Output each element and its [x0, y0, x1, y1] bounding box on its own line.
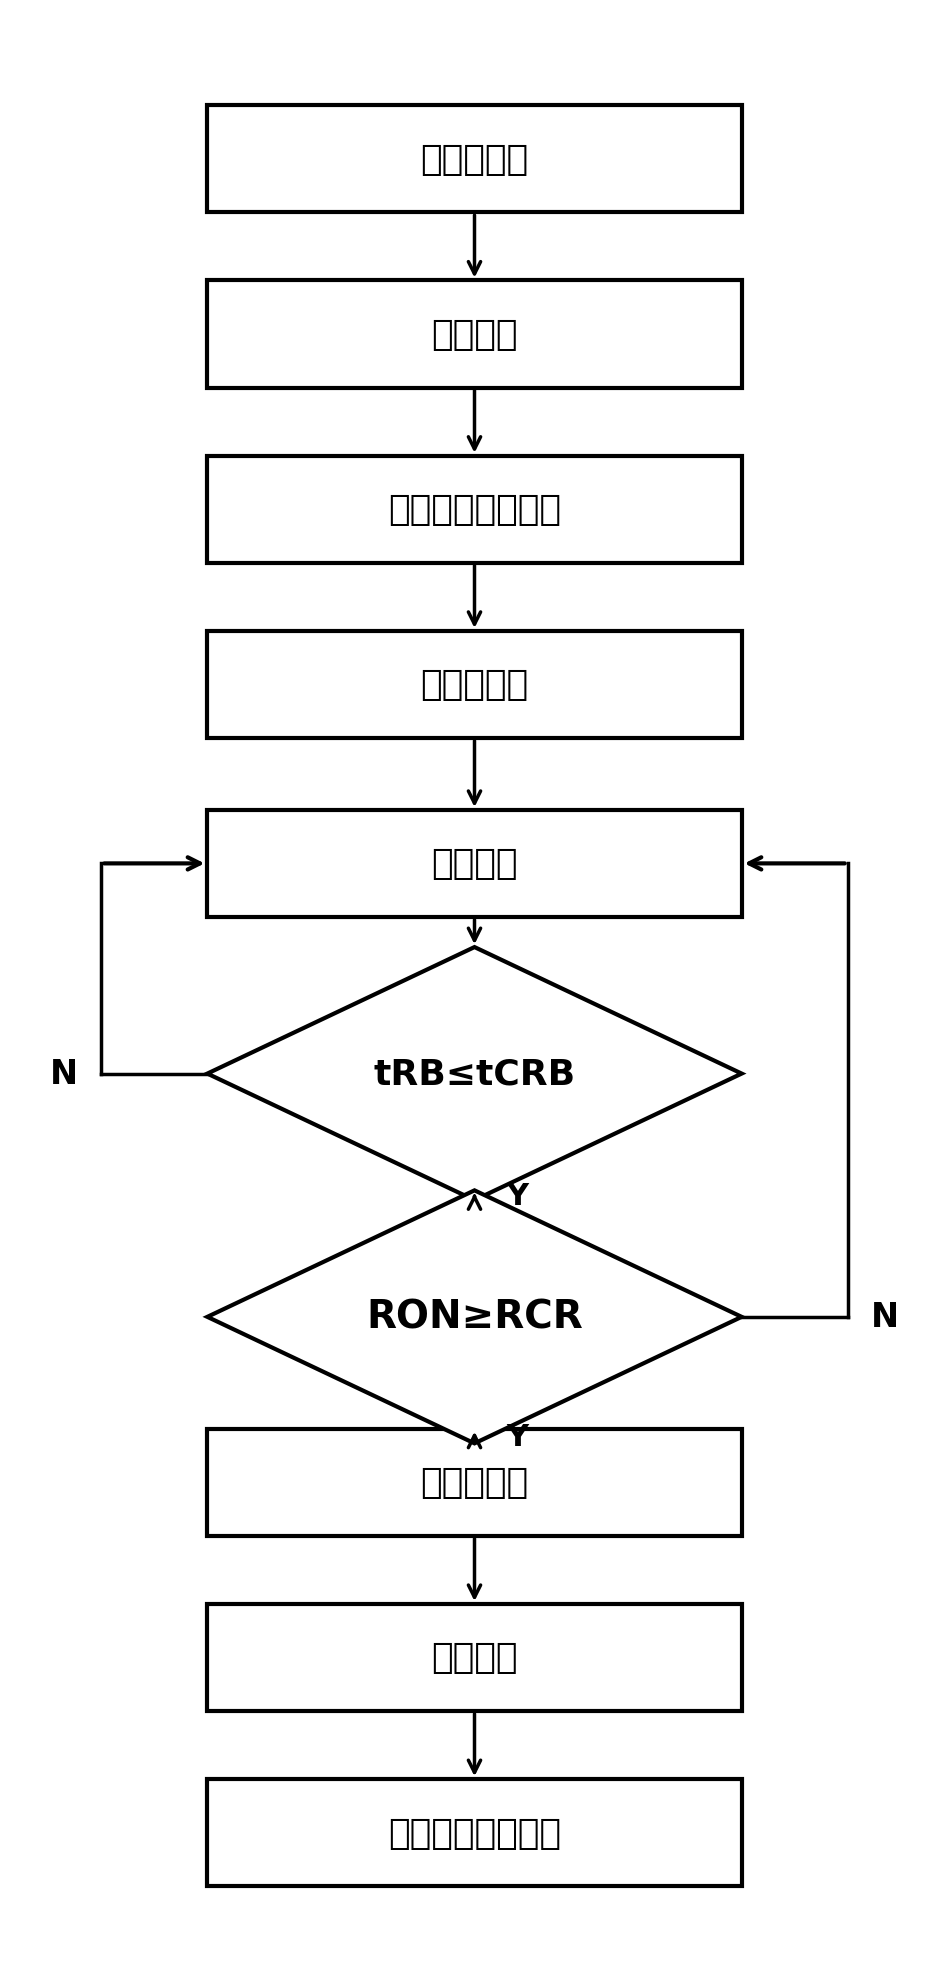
- Text: tRB≤tCRB: tRB≤tCRB: [374, 1058, 575, 1091]
- FancyBboxPatch shape: [207, 1604, 742, 1711]
- Text: 台面刻蚀: 台面刻蚀: [431, 318, 518, 351]
- Text: 源漏电极欧姆接触: 源漏电极欧姆接触: [388, 493, 561, 527]
- FancyBboxPatch shape: [207, 456, 742, 564]
- Text: 源漏电极金属互联: 源漏电极金属互联: [388, 1815, 561, 1849]
- Text: N: N: [50, 1058, 79, 1091]
- Polygon shape: [207, 1192, 742, 1444]
- Text: 凹槽刻蚀: 凹槽刻蚀: [431, 846, 518, 880]
- Text: Y: Y: [507, 1423, 529, 1450]
- Text: 栅极制作: 栅极制作: [431, 1642, 518, 1675]
- FancyBboxPatch shape: [207, 811, 742, 917]
- Text: N: N: [870, 1300, 899, 1334]
- FancyBboxPatch shape: [207, 631, 742, 738]
- Polygon shape: [207, 947, 742, 1200]
- FancyBboxPatch shape: [207, 1780, 742, 1886]
- Text: Y: Y: [507, 1182, 529, 1209]
- Text: RON≥RCR: RON≥RCR: [366, 1298, 583, 1336]
- Text: 外延层制作: 外延层制作: [420, 142, 529, 178]
- FancyBboxPatch shape: [207, 107, 742, 213]
- Text: 快速热退火: 快速热退火: [420, 1466, 529, 1499]
- FancyBboxPatch shape: [207, 1428, 742, 1537]
- Text: 钝化层制作: 钝化层制作: [420, 669, 529, 702]
- FancyBboxPatch shape: [207, 282, 742, 389]
